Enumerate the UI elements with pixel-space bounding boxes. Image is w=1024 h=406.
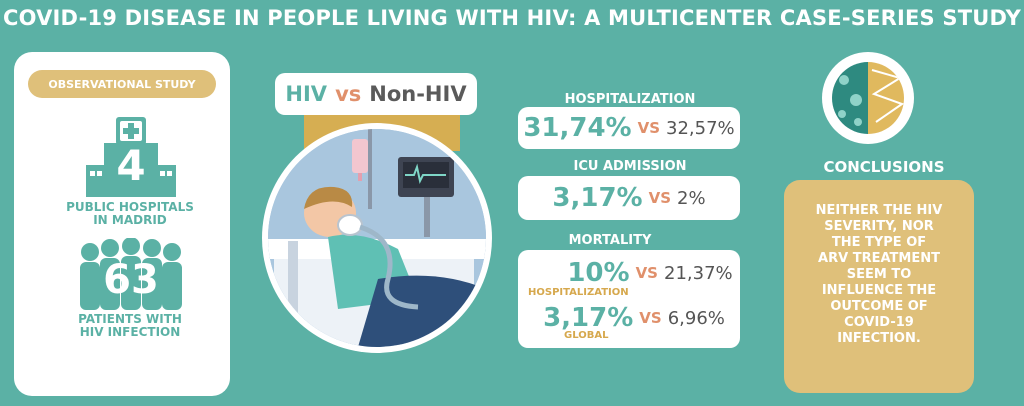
non-hiv-label: Non-HIV [369,82,467,106]
conclusion-line: INFECTION. [837,331,921,346]
mortality-hospitalization-stat: 10% VS 21,37% [560,256,740,290]
hiv-label: HIV [285,82,328,106]
conclusion-line: INFLUENCE THE [821,283,937,298]
conclusions-text: NEITHER THE HIV SEVERITY, NOR THE TYPE O… [796,203,962,347]
conclusion-line: NEITHER THE HIV [815,203,943,218]
icu-stat: 3,17% VS 2% [518,179,740,217]
conclusion-line: OUTCOME OF [830,299,928,314]
patients-label: PATIENTS WITH HIV INFECTION [30,313,230,339]
conclusion-line: SEEM TO [846,267,912,282]
conclusions-title: CONCLUSIONS [823,158,945,176]
conclusion-line: ARV TREATMENT [818,251,940,266]
mortality-global-non-hiv-value: 6,96% [667,307,725,329]
patients-label-line-1: PATIENTS WITH [78,312,182,326]
patient-illustration [268,129,486,347]
patients-label-line-2: HIV INFECTION [79,325,181,339]
vs-label: vs [335,82,362,106]
study-summary-card [14,52,230,396]
hospitals-label-line-2: IN MADRID [93,213,167,227]
people-group-icon [80,238,182,310]
patients-count: 63 [103,257,159,303]
hospitals-label: PUBLIC HOSPITALS IN MADRID [30,201,230,227]
icu-vs: VS [648,189,672,207]
mortality-global-note: GLOBAL [564,330,609,341]
hospitals-label-line-1: PUBLIC HOSPITALS [66,200,194,214]
hospital-icon [86,117,176,197]
conclusion-line: COVID-19 [844,315,914,330]
conclusions-box [784,180,974,393]
hospitalization-hiv-value: 31,74% [523,113,632,143]
mortality-hosp-non-hiv-value: 21,37% [664,262,733,284]
icu-admission-label: ICU ADMISSION [573,159,687,174]
mortality-label: MORTALITY [568,233,652,248]
mortality-global-stat: 3,17% VS 6,96% [536,301,732,335]
hospitalization-non-hiv-value: 32,57% [666,117,735,139]
mortality-global-hiv-value: 3,17% [543,303,634,333]
mortality-hosp-vs: VS [635,264,658,282]
mortality-hospitalization-note: HOSPITALIZATION [528,287,629,298]
observational-study-badge: OBSERVATIONAL STUDY [28,70,216,98]
infographic-title: COVID-19 DISEASE IN PEOPLE LIVING WITH H… [2,6,1022,30]
hospitalization-vs: VS [637,119,661,137]
mortality-hosp-hiv-value: 10% [567,258,630,288]
hospital-bed-scene-icon [268,129,486,347]
conclusion-line: THE TYPE OF [831,235,927,250]
virus-cell-icon [832,62,904,134]
hospitalization-stat: 31,74% VS 32,57% [518,110,740,146]
mortality-global-vs: VS [639,309,662,327]
hiv-comparison-header: HIV vs Non-HIV [275,73,477,115]
conclusion-line: SEVERITY, NOR [824,219,934,234]
mortality-stat-box [518,250,740,348]
icu-stat-box [518,176,740,220]
icu-hiv-value: 3,17% [552,183,643,213]
icu-non-hiv-value: 2% [677,187,706,209]
hospitals-count: 4 [116,141,146,190]
hospitalization-stat-box [518,107,740,149]
hospitalization-label: HOSPITALIZATION [564,92,696,107]
